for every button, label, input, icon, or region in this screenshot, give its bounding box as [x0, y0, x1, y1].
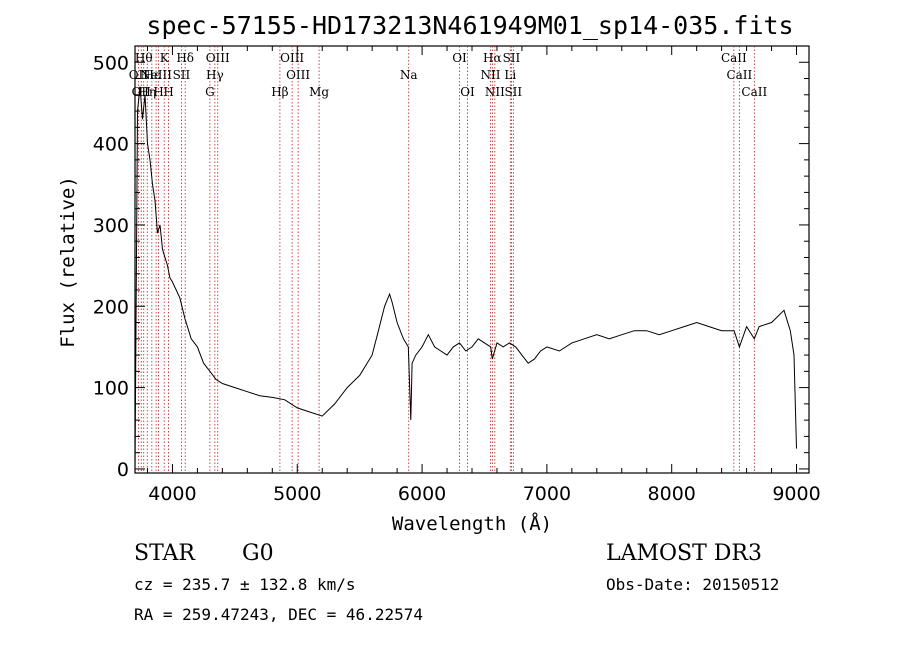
- line-label: Hα: [483, 51, 502, 65]
- line-label: SII: [503, 51, 521, 65]
- line-label: Na: [400, 68, 418, 82]
- line-label: CaII: [741, 85, 767, 99]
- line-label: OII: [129, 68, 149, 82]
- line-label: Li: [504, 68, 516, 82]
- survey-name: LAMOST DR3: [606, 541, 762, 566]
- plot-area: OIIOIIHθHηHεNeIIIHKHSIIHδGHγOIIIHβOIIIOI…: [93, 45, 821, 505]
- object-subclass: G0: [242, 541, 274, 566]
- x-tick-label: 9000: [772, 483, 820, 505]
- line-label: OI: [460, 85, 475, 99]
- object-class: STAR: [134, 541, 196, 566]
- line-label: OII: [132, 85, 152, 99]
- y-tick-label: 500: [93, 52, 129, 74]
- x-tick-label: 8000: [648, 483, 696, 505]
- line-label: OIII: [206, 51, 230, 65]
- line-label: Hδ: [176, 51, 194, 65]
- y-tick-label: 400: [93, 134, 129, 156]
- line-label: Hθ: [135, 51, 153, 65]
- line-label: NII: [480, 68, 500, 82]
- plot-frame: [134, 45, 810, 474]
- line-label: SII: [173, 68, 191, 82]
- line-label: H: [153, 85, 163, 99]
- y-tick-label: 100: [93, 378, 129, 400]
- line-label: G: [205, 85, 215, 99]
- x-axis-label: Wavelength (Å): [392, 512, 552, 535]
- line-label: CaII: [726, 68, 752, 82]
- x-axis-ticks: 4000 5000 6000 7000 8000 9000: [146, 46, 821, 505]
- line-label: H: [163, 85, 173, 99]
- line-label: Hγ: [206, 68, 224, 82]
- x-tick-label: 7000: [523, 483, 571, 505]
- line-label: Hε: [144, 68, 161, 82]
- spectral-line-markers: [137, 46, 755, 473]
- x-tick-label: 6000: [398, 483, 446, 505]
- line-label: CaII: [721, 51, 747, 65]
- line-label: Mg: [309, 85, 329, 99]
- y-axis-ticks: 0 100 200 300 400 500: [93, 52, 809, 481]
- coordinates: RA = 259.47243, DEC = 46.22574: [134, 605, 423, 624]
- x-tick-label: 4000: [148, 483, 196, 505]
- spectrum-line: [134, 86, 797, 469]
- y-tick-label: 300: [93, 215, 129, 237]
- line-label: OIII: [280, 51, 304, 65]
- x-tick-label: 5000: [273, 483, 321, 505]
- line-label: Hβ: [271, 85, 288, 99]
- line-label: NII: [485, 85, 505, 99]
- line-label: K: [160, 51, 170, 65]
- y-axis-label: Flux (relative): [57, 176, 79, 348]
- line-label: OIII: [286, 68, 310, 82]
- line-label: SII: [504, 85, 522, 99]
- y-tick-label: 200: [93, 296, 129, 318]
- observation-date: Obs-Date: 20150512: [606, 575, 779, 594]
- line-label: OI: [452, 51, 467, 65]
- chart-title: spec-57155-HD173213N461949M01_sp14-035.f…: [146, 11, 793, 40]
- spectral-line-labels: OIIOIIHθHηHεNeIIIHKHSIIHδGHγOIIIHβOIIIOI…: [129, 51, 768, 99]
- line-label: Hη: [138, 85, 156, 99]
- line-label: NeIII: [140, 68, 172, 82]
- y-tick-label: 0: [117, 459, 129, 481]
- redshift-cz: cz = 235.7 ± 132.8 km/s: [134, 575, 356, 594]
